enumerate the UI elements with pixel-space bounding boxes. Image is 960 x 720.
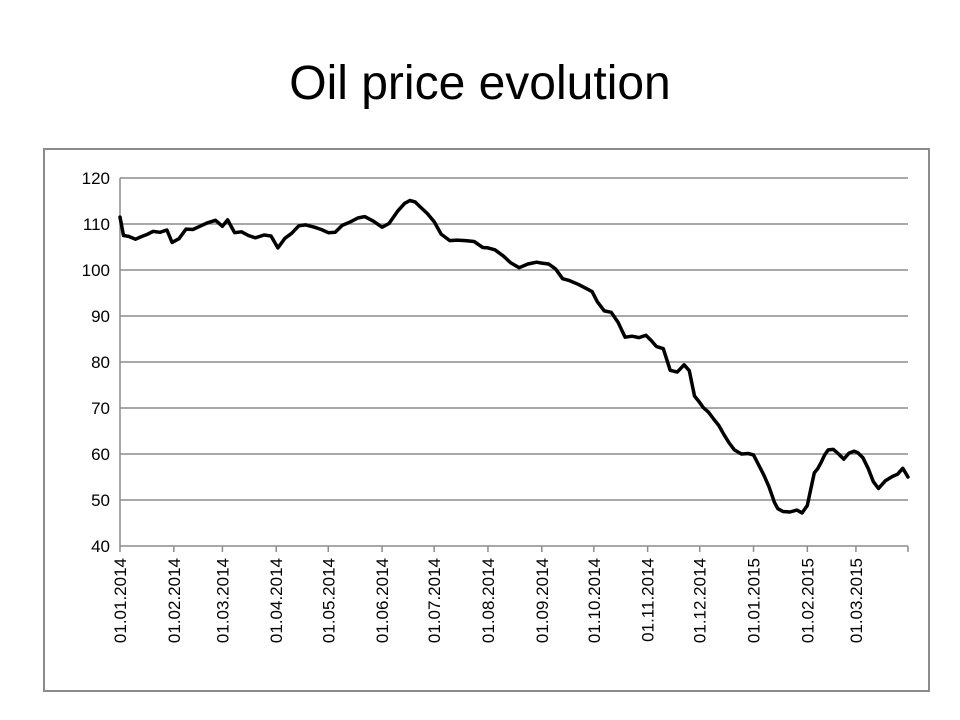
x-tick-label: 01.12.2014 xyxy=(691,558,710,643)
y-tick-label: 60 xyxy=(91,445,110,464)
x-tick-label: 01.02.2015 xyxy=(798,558,817,643)
y-tick-label: 120 xyxy=(82,169,110,188)
y-tick-label: 90 xyxy=(91,307,110,326)
x-tick-label: 01.07.2014 xyxy=(425,558,444,643)
x-tick-label: 01.09.2014 xyxy=(533,558,552,643)
x-tick-label: 01.03.2014 xyxy=(213,558,232,643)
x-tick-label: 01.03.2015 xyxy=(847,558,866,643)
x-tick-label: 01.02.2014 xyxy=(165,558,184,643)
x-tick-label: 01.01.2015 xyxy=(745,558,764,643)
slide-title: Oil price evolution xyxy=(289,57,671,110)
y-axis-ticks: 40 50 60 70 80 90 100 110 120 xyxy=(82,169,110,556)
x-tick-label: 01.06.2014 xyxy=(373,558,392,643)
y-tick-label: 110 xyxy=(83,215,110,234)
x-tick-label: 01.11.2014 xyxy=(639,558,658,642)
x-tick-label: 01.01.2014 xyxy=(111,558,130,643)
chart-area: 40 50 60 70 80 90 100 110 120 01.01.2014 01.02.20… xyxy=(43,148,930,692)
x-axis-ticks: 01.01.2014 01.02.2014 01.03.2014 01.04.2014… xyxy=(111,546,909,643)
y-tick-label: 50 xyxy=(91,491,110,510)
x-tick-label: 01.10.2014 xyxy=(585,558,604,643)
y-tick-label: 80 xyxy=(91,353,110,372)
x-tick-label: 01.04.2014 xyxy=(267,558,286,643)
grid-layer xyxy=(119,177,908,547)
series-line-oil-price xyxy=(118,198,910,515)
y-tick-label: 100 xyxy=(82,261,110,280)
x-tick-label: 01.05.2014 xyxy=(319,558,338,643)
series-layer xyxy=(118,198,910,515)
y-tick-label: 40 xyxy=(91,537,110,556)
y-tick-label: 70 xyxy=(91,399,110,418)
x-tick-label: 01.08.2014 xyxy=(479,558,498,643)
line-chart: 40 50 60 70 80 90 100 110 120 01.01.2014 01.02.20… xyxy=(82,169,910,643)
